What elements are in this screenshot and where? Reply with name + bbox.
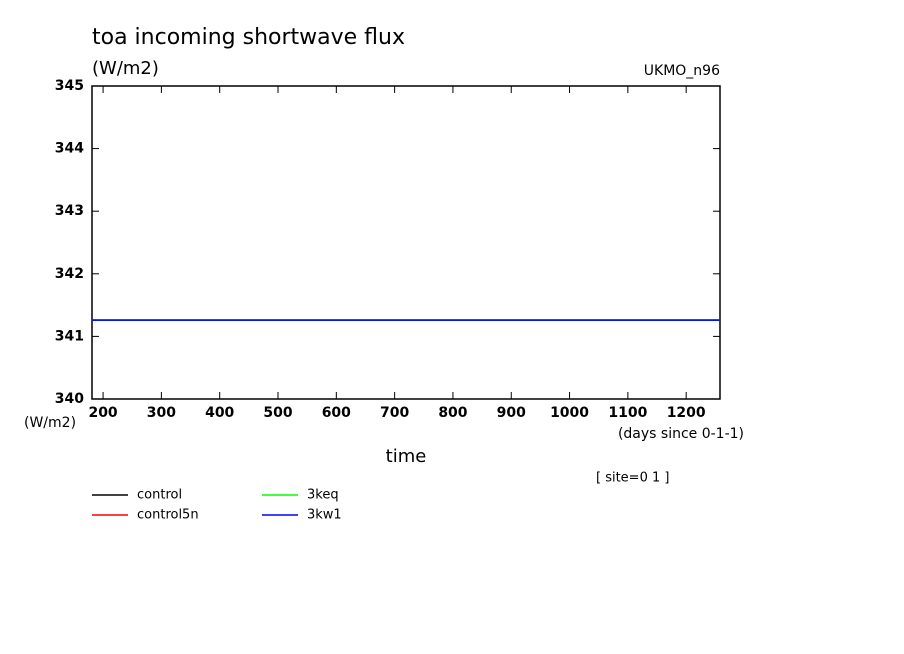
legend-label: 3keq: [307, 488, 339, 503]
x-tick-label: 300: [147, 405, 176, 421]
chart-subtitle: (W/m2): [92, 58, 159, 79]
legend-label: 3kw1: [307, 508, 342, 523]
legend-label: control: [137, 488, 182, 503]
x-tick-label: 800: [438, 405, 467, 421]
plot-frame: [91, 85, 721, 400]
y-tick-label: 345: [55, 78, 84, 94]
y-tick-label: 340: [55, 391, 84, 407]
legend-label: control5n: [137, 508, 199, 523]
x-tick-label: 700: [380, 405, 409, 421]
y-tick-label: 344: [55, 141, 84, 157]
x-axis-label: time: [386, 446, 427, 467]
x-tick-label: 200: [88, 405, 117, 421]
x-tick-label: 900: [497, 405, 526, 421]
x-tick-label: 1200: [667, 405, 706, 421]
y-units: (W/m2): [24, 415, 76, 431]
y-tick-label: 343: [55, 203, 84, 219]
x-tick-label: 1100: [608, 405, 647, 421]
x-tick-label: 1000: [550, 405, 589, 421]
annotation: [ site=0 1 ]: [596, 471, 669, 486]
x-tick-label: 400: [205, 405, 234, 421]
y-tick-label: 342: [55, 266, 84, 282]
x-units: (days since 0-1-1): [618, 426, 744, 442]
x-tick-label: 600: [322, 405, 351, 421]
x-tick-label: 500: [263, 405, 292, 421]
model-label: UKMO_n96: [644, 63, 720, 79]
y-tick-label: 341: [55, 328, 84, 344]
chart-title: toa incoming shortwave flux: [92, 25, 405, 50]
